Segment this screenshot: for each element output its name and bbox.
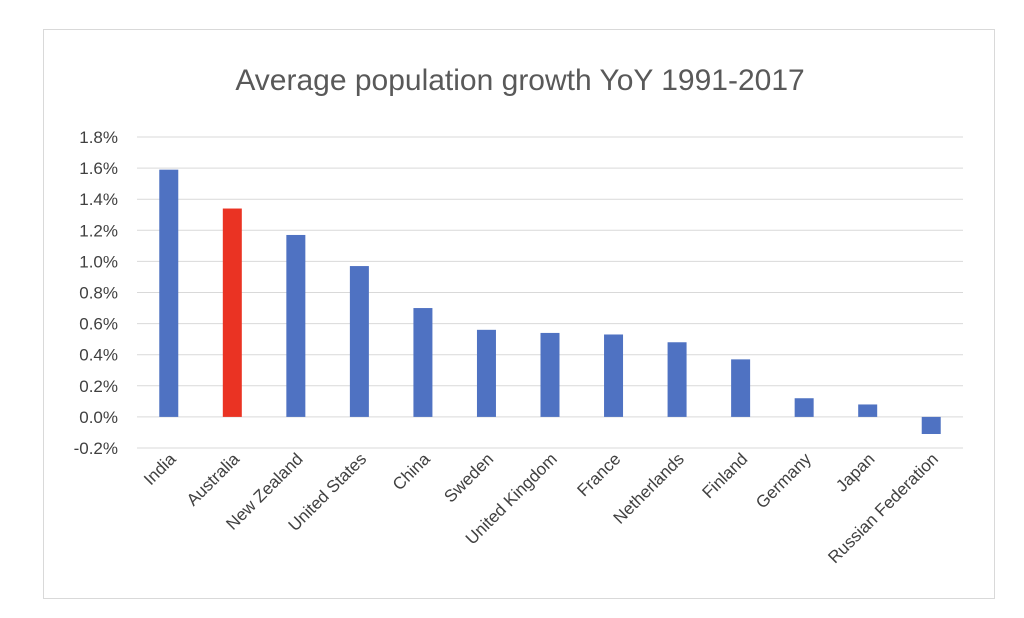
bar-india [159,169,179,417]
bar-france [604,334,624,417]
bar-new-zealand [286,234,306,417]
y-tick-label: 1.2% [79,221,118,240]
y-tick-label: 0.6% [79,315,118,334]
bar-sweden [476,329,496,417]
bar-germany [794,398,814,417]
bar-china [413,308,433,417]
x-category-label: China [389,449,434,494]
bar-finland [731,359,751,417]
x-category-label: Australia [183,449,244,510]
x-category-label: Japan [832,449,878,495]
bar-russian-federation [921,416,941,435]
y-axis-ticks: 1.8% 1.6% 1.4% 1.2% 1.0% 0.8% 0.6% 0.4% 0.2% 0.0%… [74,128,118,458]
y-tick-label: 1.6% [79,159,118,178]
bar-united-kingdom [540,332,560,417]
y-tick-label: 0.4% [79,346,118,365]
bar-united-states [349,266,369,417]
bar-netherlands [667,342,687,417]
x-category-label: Germany [752,449,815,512]
y-tick-label: 1.8% [79,128,118,147]
y-tick-label: 1.4% [79,190,118,209]
y-tick-label: 0.2% [79,377,118,396]
x-category-label: Russian Federation [824,449,942,567]
y-tick-label: -0.2% [74,439,118,458]
x-category-label: France [574,449,625,500]
bars [159,169,941,435]
y-tick-label: 0.8% [79,284,118,303]
x-category-label: Sweden [440,449,497,506]
y-tick-label: 1.0% [79,252,118,271]
chart-frame: Average population growth YoY 1991-2017 … [43,29,995,599]
bar-chart: Average population growth YoY 1991-2017 … [74,64,963,567]
x-category-label: Finland [699,449,752,502]
y-tick-label: 0.0% [79,408,118,427]
chart-title: Average population growth YoY 1991-2017 [235,64,804,97]
x-category-label: India [140,449,180,489]
bar-australia [222,208,242,417]
bar-japan [858,404,878,417]
